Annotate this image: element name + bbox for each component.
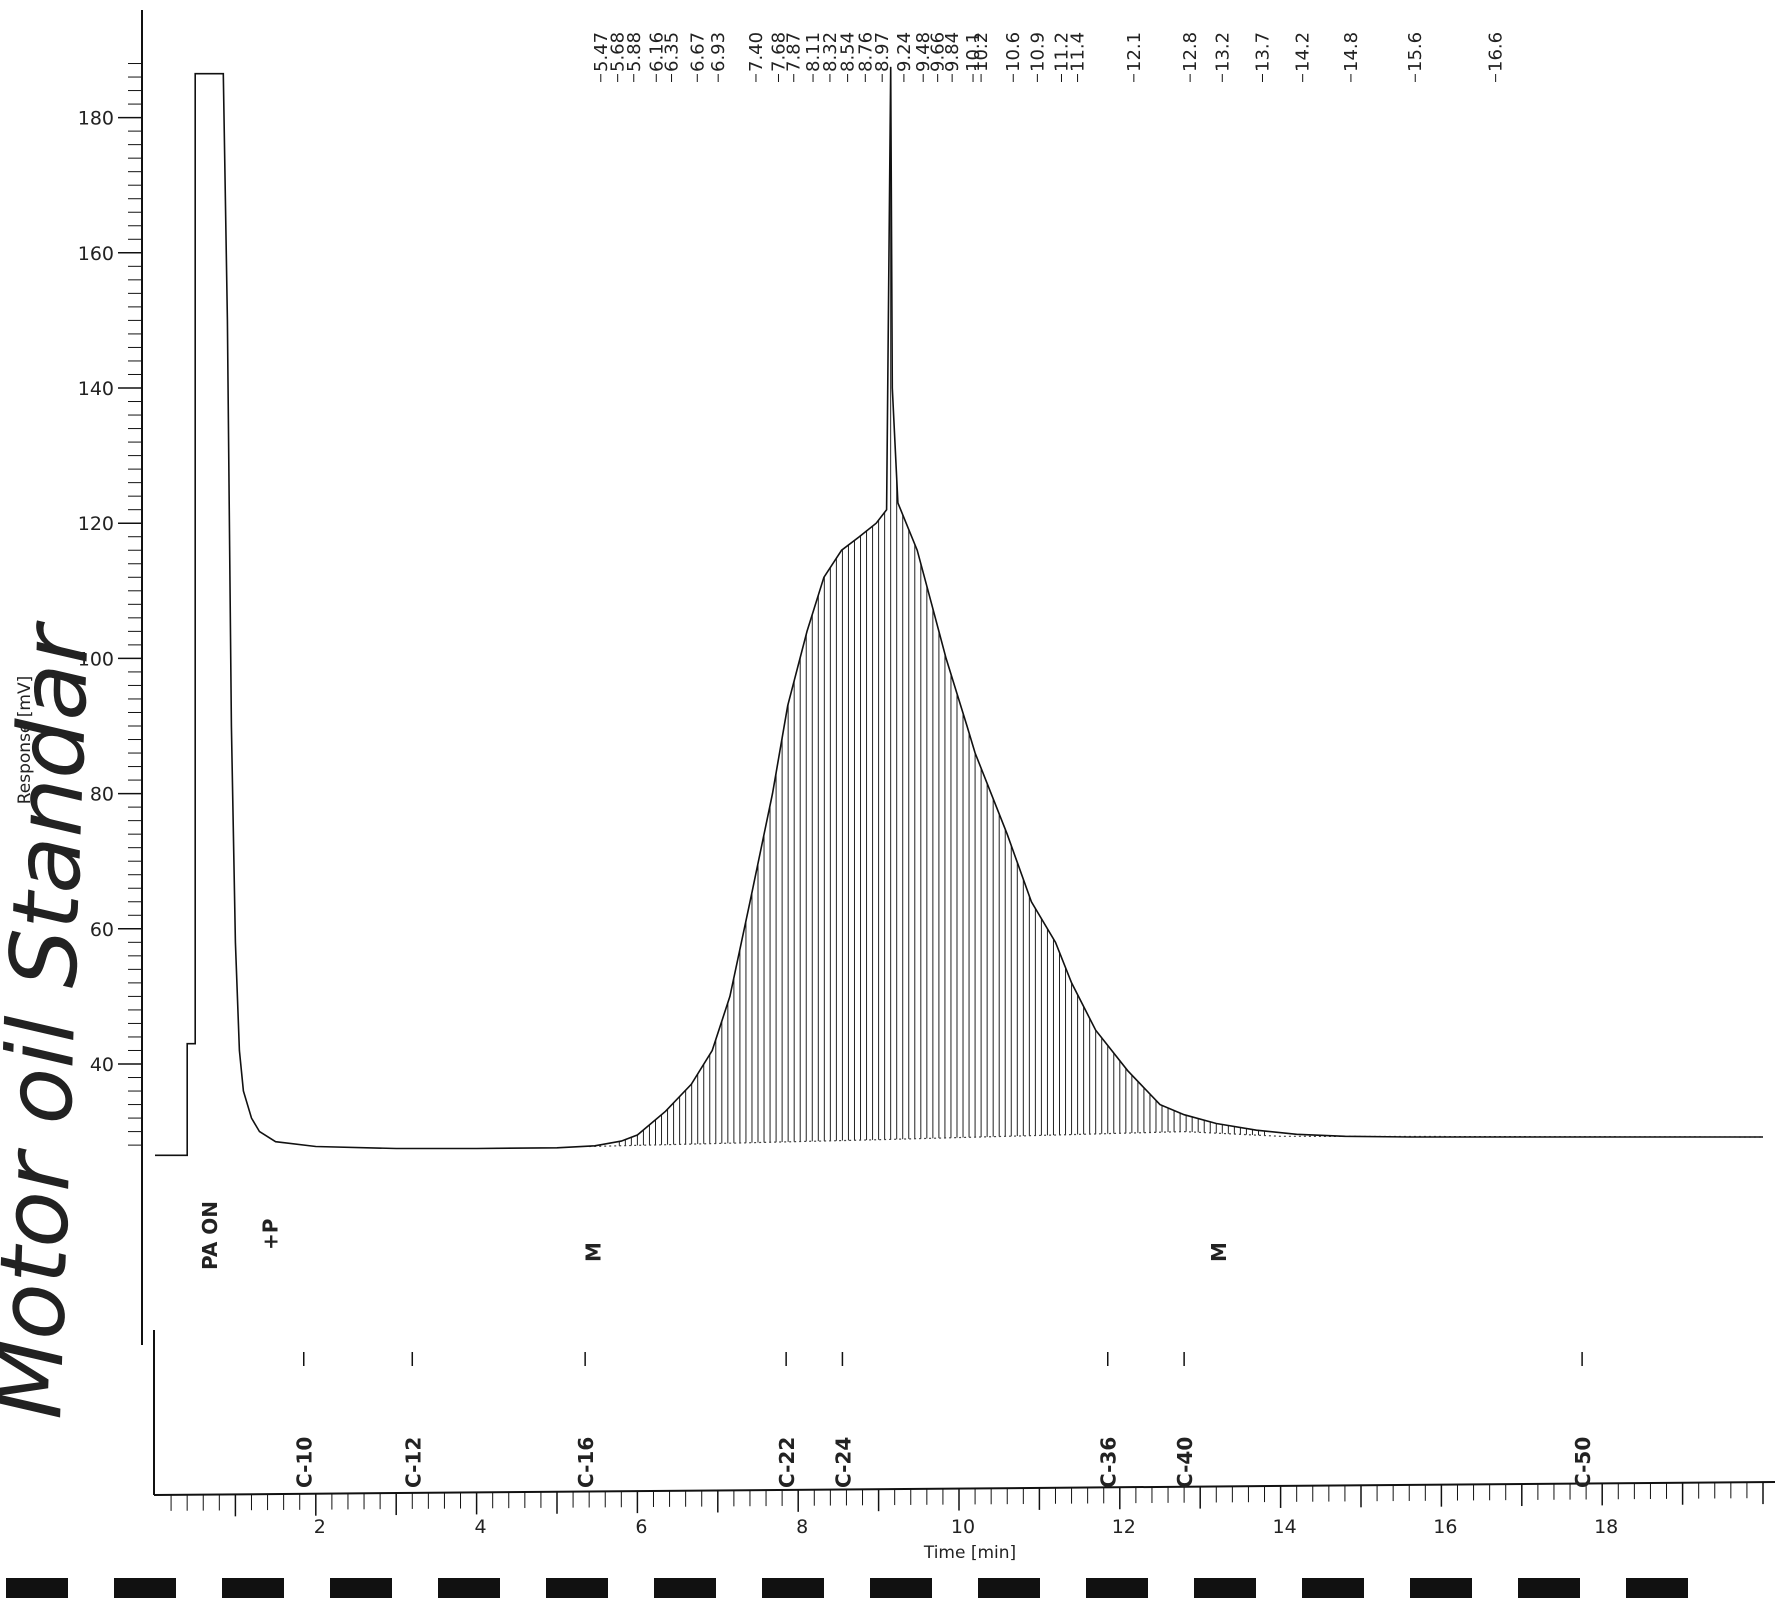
scan-edge-mark [114,1578,176,1598]
scan-edge-mark [654,1578,716,1598]
scan-edge-mark [6,1578,68,1598]
carbon-marker-label: C-16 [574,1437,598,1488]
peak-label: 7.40 [746,32,767,72]
peak-label: 8.76 [855,32,876,72]
scan-edge-mark [222,1578,284,1598]
peak-label: 6.16 [646,32,667,72]
scan-edge-mark [1518,1578,1580,1598]
carbon-marker-label: C-12 [401,1437,425,1488]
peak-label: 10.9 [1027,32,1048,72]
chart-annotations: PA ON +P M M [198,1201,1231,1270]
peak-label: 8.32 [820,32,841,72]
peak-label: 6.35 [662,32,683,72]
peak-label: 13.7 [1252,32,1273,72]
x-tick-labels: 2 4 6 8 10 12 14 16 18 [314,1516,1619,1538]
peak-label: 9.84 [942,32,963,72]
y-tick-labels: 40 60 80 100 120 140 160 180 [78,108,114,1076]
peak-label: 10.2 [971,32,992,72]
x-tick-label: 10 [951,1516,975,1538]
peak-label: 14.2 [1293,32,1314,72]
y-tick-label: 180 [78,108,114,130]
x-ticks [171,1482,1763,1516]
x-axis: 2 4 6 8 10 12 14 16 18 [154,1482,1775,1538]
peak-label: 11.2 [1051,32,1072,72]
carbon-marker-label: C-24 [831,1437,855,1488]
y-axis-title: Response [mV] [15,676,35,805]
y-tick-label: 140 [78,378,114,400]
y-axis: 40 60 80 100 120 140 160 180 [78,10,154,1495]
annotation-label: M [1207,1242,1231,1262]
y-tick-label: 100 [78,648,114,670]
annotation-label: +P [259,1219,283,1250]
x-tick-label: 12 [1112,1516,1136,1538]
scan-edge-mark [1626,1578,1688,1598]
peak-labels: 5.475.685.88 6.166.35 6.67 6.93 7.40 7.687.87… [591,32,1507,82]
scan-edge-mark [762,1578,824,1598]
peak-label: 10.6 [1003,32,1024,72]
peak-label: 5.88 [624,32,645,72]
peak-label: 6.67 [687,32,708,72]
peak-label: 8.97 [872,32,893,72]
y-tick-label: 80 [90,784,114,806]
scan-edge-mark [1086,1578,1148,1598]
chromatogram-trace [155,67,1763,1155]
peak-label: 9.48 [913,32,934,72]
carbon-marker-label: C-22 [775,1437,799,1488]
y-tick-label: 160 [78,243,114,265]
carbon-marker-label: C-36 [1097,1437,1121,1488]
integration-baseline [589,1132,1763,1147]
handwritten-signature: Motor oil Standar [0,619,110,1421]
annotation-label: PA ON [198,1201,222,1270]
carbon-marker-label: C-50 [1571,1437,1595,1488]
x-tick-label: 6 [635,1516,647,1538]
peak-label: 8.11 [803,32,824,72]
peak-label: 8.54 [838,32,859,72]
peak-label: 9.66 [928,32,949,72]
y-tick-label: 40 [90,1054,114,1076]
peak-label: 5.47 [591,32,612,72]
x-tick-label: 4 [475,1516,487,1538]
y-ticks [118,64,142,1146]
carbon-markers: C-10 C-12 C-16 C-22 C-24 C-36 C-40 C-50 [293,1352,1595,1488]
peak-label: 15.6 [1405,32,1426,72]
annotation-label: M [582,1242,606,1262]
peak-label: 5.68 [608,32,629,72]
x-axis-title: Time [min] [923,1543,1016,1563]
peak-drop-lines [619,67,1264,1146]
peak-label: 12.8 [1180,32,1201,72]
scan-edge-marks [6,1578,1688,1598]
carbon-marker-label: C-40 [1173,1437,1197,1488]
peak-label: 7.68 [768,32,789,72]
x-tick-label: 8 [796,1516,808,1538]
peak-label: 13.2 [1212,32,1233,72]
peak-label: 12.1 [1124,32,1145,72]
x-tick-label: 16 [1433,1516,1457,1538]
scan-edge-mark [438,1578,500,1598]
scan-edge-mark [546,1578,608,1598]
x-tick-label: 14 [1273,1516,1297,1538]
y-tick-label: 60 [90,919,114,941]
peak-label: 14.8 [1341,32,1362,72]
scan-edge-mark [1194,1578,1256,1598]
x-tick-label: 2 [314,1516,326,1538]
peak-label: 11.4 [1068,32,1089,72]
x-axis-line [154,1482,1775,1495]
carbon-marker-label: C-10 [293,1437,317,1488]
y-tick-label: 120 [78,513,114,535]
scan-edge-mark [1410,1578,1472,1598]
peak-label: 10.1 [963,32,984,72]
scan-edge-mark [330,1578,392,1598]
peak-label: 16.6 [1486,32,1507,72]
x-tick-label: 18 [1594,1516,1618,1538]
scan-edge-mark [978,1578,1040,1598]
scan-edge-mark [870,1578,932,1598]
scan-edge-mark [1302,1578,1364,1598]
peak-label: 9.24 [894,32,915,72]
peak-label: 7.87 [784,32,805,72]
peak-label: 6.93 [708,32,729,72]
